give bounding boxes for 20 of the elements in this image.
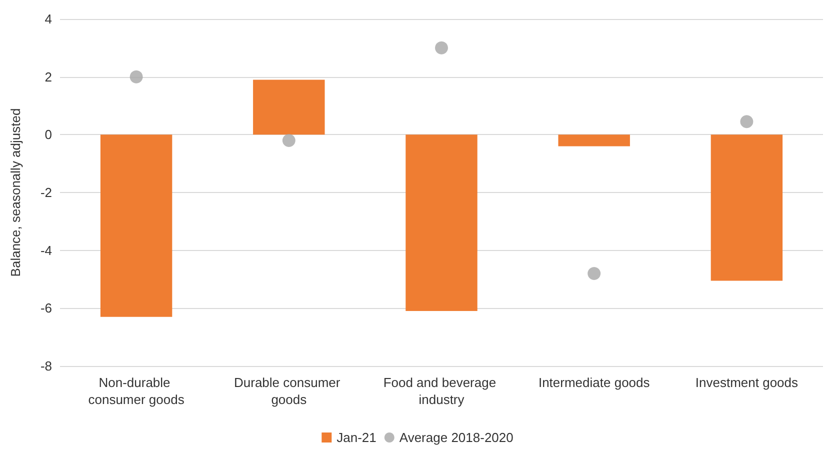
point — [435, 41, 448, 54]
y-tick-label: -8 — [40, 358, 52, 374]
point — [282, 134, 296, 147]
y-tick-label: -2 — [40, 185, 52, 200]
legend-label: Average 2018-2020 — [399, 430, 514, 445]
x-tick-label: Investment goods — [695, 375, 799, 390]
y-tick-label: -4 — [40, 242, 52, 258]
legend-label: Jan-21 — [336, 430, 376, 445]
x-tick-label: Food and beverage industry — [383, 375, 500, 407]
point — [130, 70, 143, 84]
y-tick-label: -6 — [40, 300, 52, 316]
point — [740, 115, 754, 128]
x-tick-label: Non-durable consumer goods — [88, 375, 185, 407]
y-axis-title: Balance, seasonally adjusted — [8, 108, 23, 277]
point — [588, 266, 601, 280]
y-tick-label: 2 — [44, 69, 52, 84]
x-tick-label: Intermediate goods — [538, 375, 650, 390]
y-tick-label: 4 — [44, 12, 52, 26]
y-tick-label: 0 — [44, 127, 52, 142]
x-tick-label: Durable consumer goods — [234, 375, 344, 407]
